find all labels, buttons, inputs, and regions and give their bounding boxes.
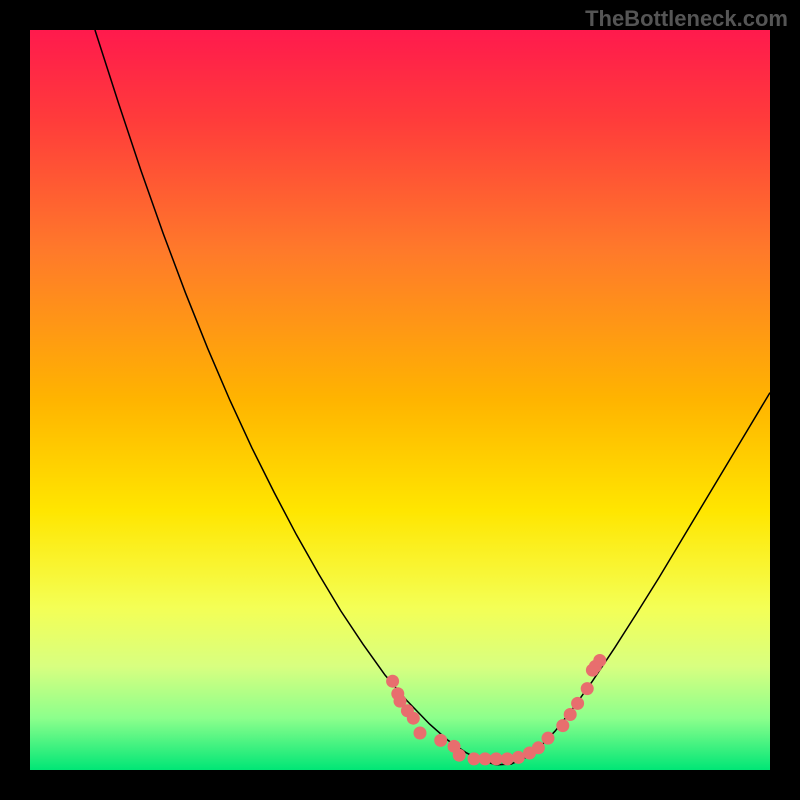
marker-point (468, 752, 481, 765)
marker-point (453, 749, 466, 762)
marker-point (434, 734, 447, 747)
marker-point (479, 752, 492, 765)
plot-background (30, 30, 770, 770)
marker-point (413, 727, 426, 740)
marker-point (532, 741, 545, 754)
marker-point (407, 712, 420, 725)
chart-container: TheBottleneck.com (0, 0, 800, 800)
marker-point (386, 675, 399, 688)
marker-point (571, 697, 584, 710)
marker-point (501, 752, 514, 765)
marker-point (490, 752, 503, 765)
marker-point (542, 732, 555, 745)
marker-point (512, 751, 525, 764)
marker-point (581, 682, 594, 695)
marker-point (564, 708, 577, 721)
marker-point (556, 719, 569, 732)
chart-svg (0, 0, 800, 800)
marker-point (593, 654, 606, 667)
watermark-text: TheBottleneck.com (585, 6, 788, 32)
